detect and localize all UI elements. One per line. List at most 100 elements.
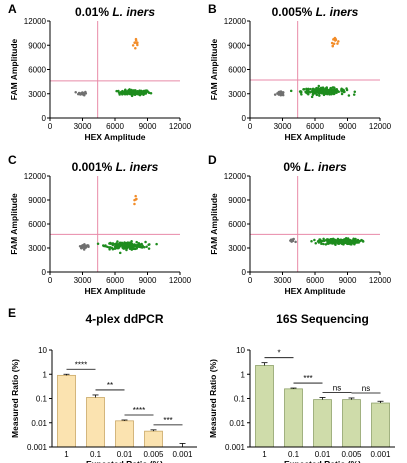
droplet-green [300, 93, 303, 96]
droplet-green [139, 92, 142, 96]
droplet-green [135, 90, 139, 93]
droplet-green [114, 243, 118, 246]
panel-letter: B [208, 2, 217, 16]
droplet-green [317, 84, 321, 88]
droplet-green [147, 247, 151, 250]
droplet-green [120, 242, 124, 245]
droplet-green [328, 239, 331, 242]
panel-title: 0.01% L. iners [75, 5, 155, 19]
y-tick-label: 6000 [28, 220, 46, 229]
y-axis-label: Measured Ratio (%) [10, 359, 20, 438]
y-tick-label: 0.1 [36, 395, 48, 404]
droplet-green [307, 87, 310, 91]
droplet-green [352, 93, 356, 96]
droplet-green [312, 90, 315, 93]
bar [284, 388, 303, 448]
droplet-green [346, 242, 350, 246]
droplet-green [322, 89, 326, 93]
droplet-green [122, 247, 125, 250]
droplet-green [104, 244, 107, 248]
droplet-green [318, 90, 321, 94]
droplet-green [141, 244, 144, 247]
x-tick-label: 9000 [139, 122, 157, 131]
x-tick-label: 0 [248, 122, 253, 131]
droplet-green [126, 92, 129, 96]
panel-title: 0% L. iners [283, 160, 347, 174]
x-tick-label: 9000 [139, 276, 157, 285]
droplet-orange [136, 41, 139, 44]
bar [255, 365, 274, 448]
x-tick-label: 0.1 [90, 450, 102, 459]
droplet-green [155, 242, 158, 246]
droplet-green [309, 87, 312, 91]
droplet-green [357, 241, 360, 244]
droplet-green [340, 242, 344, 246]
x-tick-label: 0.005 [143, 450, 164, 459]
droplet-green [118, 93, 121, 96]
droplet-orange [336, 42, 339, 45]
droplet-orange [134, 37, 138, 41]
droplet-green [319, 86, 323, 90]
droplet-green [123, 243, 127, 247]
y-axis-label: FAM Amplitude [9, 193, 19, 255]
x-tick-label: 9000 [339, 122, 357, 131]
droplet-green [322, 237, 325, 241]
x-tick-label: 0.1 [288, 450, 300, 459]
droplet-green [122, 244, 125, 248]
y-tick-label: 0.1 [234, 395, 246, 404]
droplet-orange [133, 41, 136, 44]
y-tick-label: 3000 [28, 244, 46, 253]
droplet-gray [82, 92, 86, 95]
droplet-orange [133, 202, 136, 206]
droplet-gray [86, 245, 89, 248]
droplet-green [332, 90, 335, 94]
droplet-green [316, 240, 320, 243]
y-axis-label: FAM Amplitude [209, 38, 219, 100]
droplet-green [132, 90, 136, 94]
droplet-green [320, 242, 323, 245]
x-tick-label: 9000 [339, 276, 357, 285]
panel-title-italic: L. iners [112, 5, 155, 19]
x-tick-label: 1 [262, 450, 267, 459]
x-tick-label: 3000 [274, 276, 292, 285]
droplet-green [96, 242, 100, 246]
panel-title: 0.001% L. iners [72, 160, 159, 174]
droplet-green [124, 88, 127, 92]
droplet-orange [134, 46, 137, 50]
droplet-gray [81, 244, 84, 247]
scatter-panel-B: B 0.005% L. iners 0 3000 6000 9000 12000 0 3000 6… [208, 2, 392, 142]
droplet-green [142, 91, 145, 94]
x-tick-label: 3000 [74, 122, 92, 131]
droplet-green [126, 90, 129, 94]
droplet-orange [330, 41, 334, 45]
droplet-green [327, 89, 331, 92]
droplet-green [330, 93, 333, 96]
droplet-gray [280, 93, 284, 96]
droplet-green [335, 240, 338, 243]
droplet-green [315, 88, 318, 92]
droplet-gray [83, 243, 86, 246]
x-axis-label: HEX Amplitude [84, 286, 145, 296]
droplet-green [109, 242, 112, 245]
panel-title-italic: L. iners [316, 5, 359, 19]
droplet-green [125, 244, 129, 247]
panel-title: 16S Sequencing [276, 312, 369, 326]
x-axis-label: HEX Amplitude [284, 132, 345, 142]
x-axis-label: Expected Ratio (%) [284, 459, 361, 463]
x-tick-label: 6000 [106, 122, 124, 131]
x-tick-label: 12000 [369, 276, 392, 285]
droplet-green [346, 237, 350, 241]
droplet-gray [82, 248, 86, 251]
droplet-green [289, 89, 293, 93]
droplet-green [318, 238, 321, 241]
droplet-green [118, 251, 122, 255]
droplet-gray [80, 246, 83, 250]
droplet-green [135, 244, 138, 248]
droplet-green [349, 239, 353, 243]
significance-label: *** [303, 374, 312, 383]
scatter-panel-D: D 0% L. iners 0 3000 6000 9000 12000 0 3000 6000 9… [208, 153, 392, 296]
panel-title-italic: L. iners [116, 160, 159, 174]
droplet-green [318, 94, 321, 97]
y-tick-label: 0.01 [229, 419, 245, 428]
